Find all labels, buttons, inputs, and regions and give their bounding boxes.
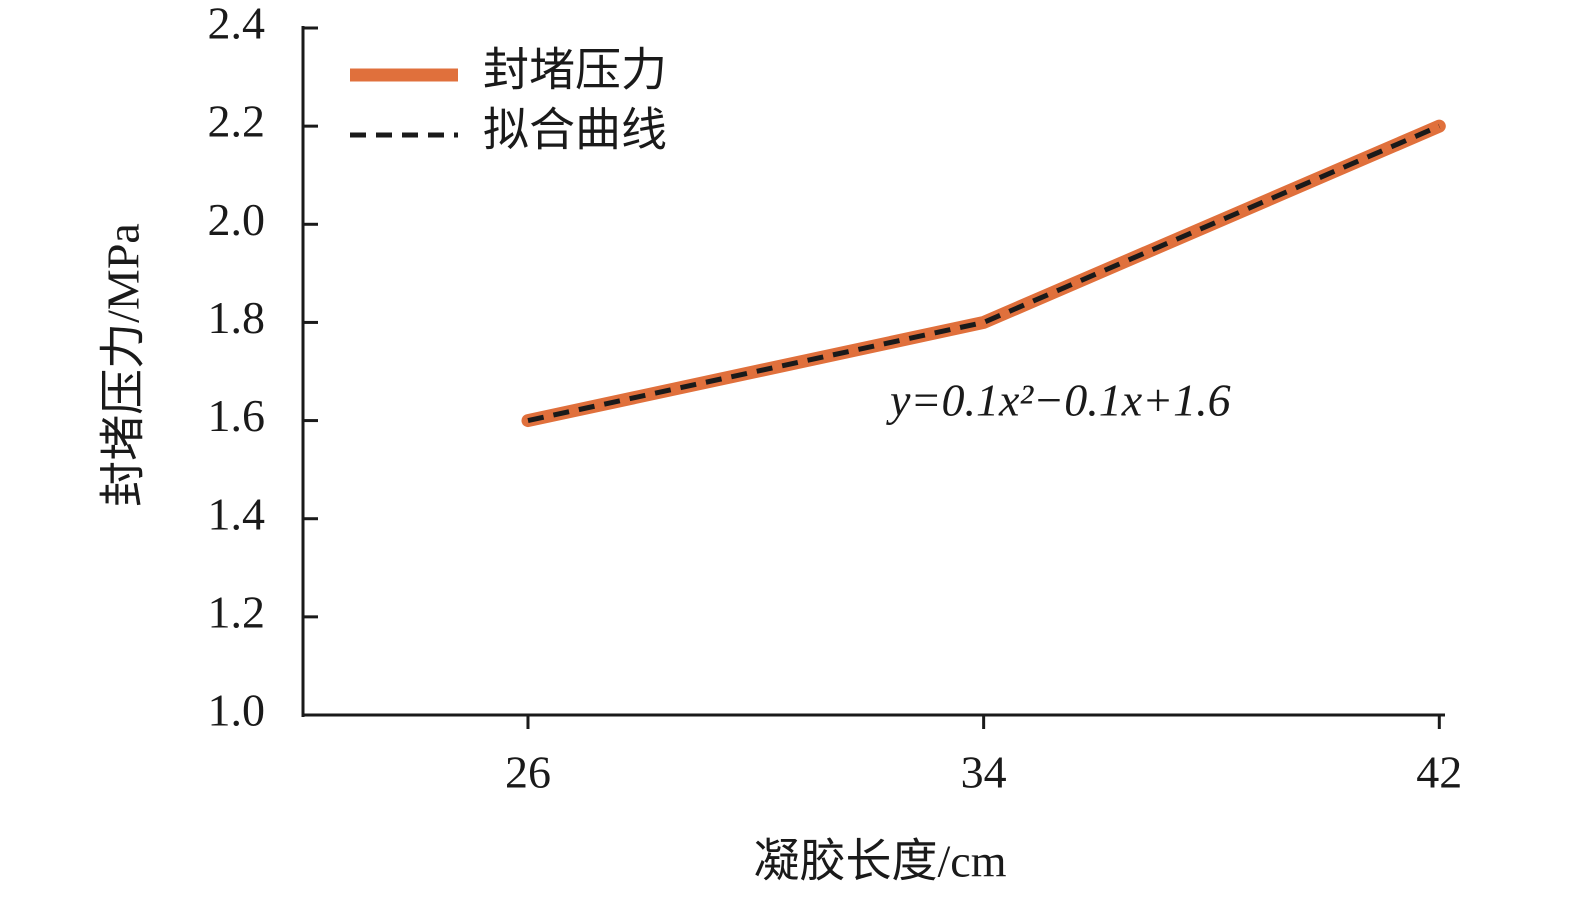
y-tick-label: 2.4 [208,0,266,49]
y-tick-label: 1.4 [208,488,266,539]
x-tick-label: 42 [1416,747,1462,798]
legend-label: 封堵压力 [483,45,667,96]
x-tick-label: 26 [505,747,551,798]
y-tick-label: 2.0 [208,194,266,245]
y-tick-label: 1.6 [208,390,266,441]
y-tick-label: 1.0 [208,685,266,736]
y-tick-label: 1.8 [208,292,266,343]
x-tick-label: 34 [961,747,1007,798]
line-series [521,119,1446,428]
fit-equation: y=0.1x²−0.1x+1.6 [886,375,1231,426]
legend-label: 拟合曲线 [483,105,667,156]
y-tick-label: 2.2 [208,96,266,147]
y-tick-label: 1.2 [208,586,266,637]
y-axis-label: 封堵压力/MPa [98,223,149,507]
x-axis-label: 凝胶长度/cm [754,836,1007,887]
